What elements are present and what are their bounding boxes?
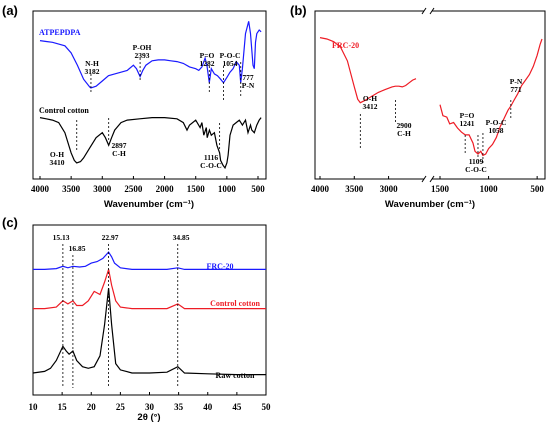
series-line — [39, 117, 262, 170]
break-slash — [429, 7, 435, 15]
xtick-label: 2000 — [156, 184, 175, 194]
break-gap — [424, 8, 432, 14]
series-b — [319, 37, 543, 157]
xtick-label: 15 — [58, 402, 68, 412]
xaxis-title-a: Wavenumber (cm⁻¹) — [104, 199, 194, 210]
xtick-label: 4000 — [31, 184, 50, 194]
xtick-label: 45 — [232, 402, 242, 412]
annotation-label: 2897 — [112, 141, 127, 150]
panel-label-c: (c) — [2, 215, 18, 230]
plot-frame-a — [32, 10, 267, 180]
xtick-label: 3500 — [345, 184, 364, 194]
xtick-label: 35 — [174, 402, 184, 412]
xtick-label: 3000 — [93, 184, 112, 194]
break-gap — [424, 176, 432, 182]
break-slash — [421, 175, 427, 183]
annotation-label: C-H — [112, 149, 126, 158]
annotation-label: 3182 — [85, 67, 100, 76]
xtick-label: 10 — [29, 402, 39, 412]
xticks-c: 10 15 20 25 30 35 40 45 50 — [29, 392, 272, 412]
annotation-label: 1241 — [460, 119, 475, 128]
series-line — [32, 288, 266, 376]
break-slash — [421, 7, 427, 15]
annotation-label: P-N — [510, 77, 523, 86]
annotation-label: O-H — [363, 94, 377, 103]
annotation-label: P-OH — [133, 43, 152, 52]
annotation-label: 3412 — [363, 102, 378, 111]
annotation-label: 1116 — [204, 153, 218, 162]
xtick-label: 1500 — [187, 184, 206, 194]
xtick-label: 25 — [116, 402, 126, 412]
annotation-label: N-H — [85, 59, 99, 68]
series-label-frc20-c: FRC-20 — [206, 262, 233, 271]
series-line — [439, 38, 543, 157]
xtick-label: 3000 — [380, 184, 399, 194]
annotation-label: P=O — [200, 51, 215, 60]
annotation-label: 1058 — [489, 126, 504, 135]
xtick-label: 500 — [251, 184, 265, 194]
annotation-label: 3410 — [50, 158, 65, 167]
xaxis-title-b: Wavenumber (cm⁻¹) — [385, 199, 475, 210]
panel-label-b: (b) — [290, 3, 307, 18]
xtick-label: 50 — [262, 402, 272, 412]
annotation-label: 15.13 — [53, 233, 70, 242]
plot-frame-b — [314, 10, 546, 180]
axis-break-marks — [421, 7, 435, 183]
xticks-a: 4000 3500 3000 2500 2000 1500 1000 500 — [31, 176, 265, 194]
series-label-control-cotton-c: Control cotton — [210, 299, 260, 308]
annotation-label: P=O — [460, 111, 475, 120]
xtick-label: 1000 — [480, 184, 499, 194]
xtick-label: 500 — [530, 184, 544, 194]
series-label-frc20-b: FRC-20 — [332, 41, 359, 50]
xaxis-title-c: 2θ (°) — [137, 412, 160, 423]
annotations-c: 15.13 16.85 22.97 34.85 — [53, 233, 190, 388]
xtick-label: 4000 — [311, 184, 330, 194]
annotation-label: P-O-C — [486, 118, 507, 127]
series-line — [33, 269, 266, 310]
annotation-label: O-H — [50, 150, 64, 159]
xtick-label: 1500 — [431, 184, 450, 194]
series-label-atpepdpa: ATPEPDPA — [39, 28, 81, 37]
annotation-label: 1054 — [223, 59, 238, 68]
annotation-label: P-O-C — [220, 51, 241, 60]
annotation-label: 771 — [510, 85, 522, 94]
xtick-label: 20 — [87, 402, 97, 412]
xtick-label: 40 — [203, 402, 213, 412]
series-label-raw-cotton: Raw cotton — [216, 371, 255, 380]
annotation-label: 777 — [242, 73, 254, 82]
series-line — [319, 37, 417, 104]
xtick-label: 1000 — [218, 184, 237, 194]
annotation-label: P-N — [242, 81, 255, 90]
break-slash — [429, 175, 435, 183]
xticks-b: 4000 3500 3000 1500 1000 500 — [311, 176, 544, 194]
annotation-label: 2900 — [397, 121, 412, 130]
xtick-label: 2500 — [124, 184, 143, 194]
annotation-label: 34.85 — [173, 233, 190, 242]
panel-label-a: (a) — [2, 3, 18, 18]
annotation-label: 1282 — [200, 59, 215, 68]
annotation-label: 22.97 — [102, 233, 119, 242]
annotation-label: C-O-C — [200, 161, 222, 170]
xtick-label: 3500 — [62, 184, 81, 194]
series-label-control-cotton-a: Control cotton — [39, 106, 89, 115]
annotation-label: 16.85 — [69, 244, 86, 253]
annotation-label: 2393 — [135, 51, 150, 60]
annotation-label: C-H — [397, 129, 411, 138]
annotation-label: C-O-C — [465, 165, 487, 174]
xtick-label: 30 — [145, 402, 155, 412]
annotation-label: 1109 — [469, 157, 484, 166]
